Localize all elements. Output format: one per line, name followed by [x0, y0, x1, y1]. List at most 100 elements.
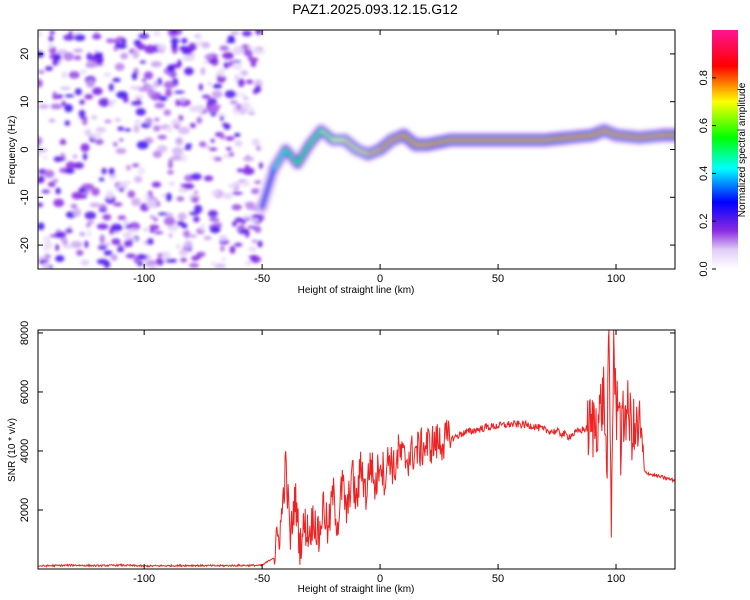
noise-blob	[234, 140, 243, 147]
noise-blob	[156, 43, 167, 52]
noise-blob	[222, 153, 230, 159]
y-tick-label: 0	[19, 146, 31, 152]
noise-blob	[38, 202, 44, 208]
noise-blob	[92, 87, 103, 96]
noise-blob	[52, 178, 59, 183]
colorbar-tick-label: 0.6	[698, 118, 710, 133]
noise-blob	[149, 229, 155, 233]
noise-blob	[207, 81, 212, 87]
noise-blob	[225, 136, 235, 141]
noise-blob	[204, 54, 214, 60]
noise-blob	[114, 62, 125, 71]
noise-blob	[55, 187, 61, 195]
noise-blob	[108, 100, 114, 108]
noise-blob	[251, 214, 262, 219]
noise-blob	[136, 140, 149, 150]
snr-x-axis: -100 -50 0 50 100	[133, 330, 625, 585]
noise-blob	[153, 217, 158, 222]
noise-blob	[207, 209, 218, 218]
noise-blob	[97, 244, 108, 250]
x-tick-label: -100	[133, 573, 155, 585]
noise-blob	[173, 90, 185, 94]
noise-blob	[60, 152, 66, 159]
noise-blob	[223, 61, 229, 69]
noise-blob	[221, 256, 227, 263]
noise-blob	[231, 191, 243, 195]
noise-blob	[49, 30, 55, 35]
noise-blob	[146, 199, 158, 209]
noise-blob	[258, 162, 264, 169]
noise-blob	[180, 257, 188, 263]
noise-blob	[198, 83, 204, 91]
noise-blob	[144, 44, 157, 54]
noise-blob	[183, 240, 193, 250]
noise-blob	[203, 175, 214, 182]
noise-blob	[128, 238, 133, 247]
noise-blob	[185, 143, 193, 148]
ridge-segment	[591, 129, 606, 137]
noise-blob	[231, 204, 242, 211]
noise-blob	[222, 192, 233, 198]
noise-blob	[198, 107, 203, 117]
noise-blob	[157, 134, 167, 140]
noise-blob	[64, 94, 75, 98]
noise-blob	[84, 211, 97, 220]
noise-blob	[131, 86, 139, 91]
ridge-segment	[426, 138, 453, 146]
noise-blob	[114, 118, 122, 122]
x-tick-label: -100	[133, 273, 155, 285]
noise-blob	[42, 236, 51, 242]
noise-blob	[247, 225, 255, 229]
noise-blob	[48, 35, 54, 42]
noise-blob	[203, 60, 210, 65]
noise-blob	[59, 86, 71, 91]
noise-blob	[157, 212, 168, 216]
noise-blob	[73, 162, 84, 169]
noise-blob	[244, 260, 252, 266]
noise-blob	[110, 254, 118, 262]
noise-blob	[131, 72, 138, 81]
snr-y-axis: 2000 4000 6000 8000	[19, 321, 675, 522]
noise-blob	[169, 258, 177, 263]
noise-blob	[213, 157, 223, 162]
noise-blob	[82, 153, 88, 161]
ridge-segment	[378, 138, 394, 151]
noise-blob	[254, 225, 262, 234]
noise-blob	[224, 90, 237, 99]
noise-blob	[245, 79, 254, 85]
noise-blob	[234, 242, 243, 247]
noise-blob	[60, 138, 65, 145]
noise-blob	[219, 245, 225, 252]
noise-blob	[86, 220, 95, 224]
noise-blob	[168, 233, 173, 238]
noise-blob	[38, 136, 43, 145]
noise-blob	[113, 141, 118, 147]
noise-blob	[80, 259, 90, 266]
noise-blob	[255, 145, 262, 151]
noise-blob	[158, 95, 168, 102]
noise-blob	[98, 208, 108, 212]
noise-blob	[144, 193, 150, 201]
noise-blob	[166, 126, 173, 133]
noise-blob	[47, 181, 56, 188]
noise-blob	[167, 213, 174, 218]
noise-blob	[105, 190, 114, 200]
y-tick-label: 20	[19, 48, 31, 60]
ridge-segment	[638, 133, 665, 139]
colorbar-ticks: 0.0 0.2 0.4 0.6 0.8	[698, 70, 716, 277]
noise-blob	[143, 262, 156, 267]
ridge-segment	[319, 129, 335, 142]
noise-blob	[44, 254, 52, 259]
noise-blob	[257, 240, 263, 248]
noise-blob	[55, 255, 65, 262]
noise-blob	[74, 88, 82, 96]
noise-blob	[62, 244, 74, 249]
signal-ridge	[255, 123, 675, 214]
colorbar-tick-label: 0.4	[698, 166, 710, 181]
ridge-segment	[614, 133, 641, 139]
snr-frame	[37, 329, 676, 570]
noise-blob	[161, 251, 171, 260]
noise-blob	[95, 126, 107, 133]
noise-blob	[171, 146, 184, 156]
